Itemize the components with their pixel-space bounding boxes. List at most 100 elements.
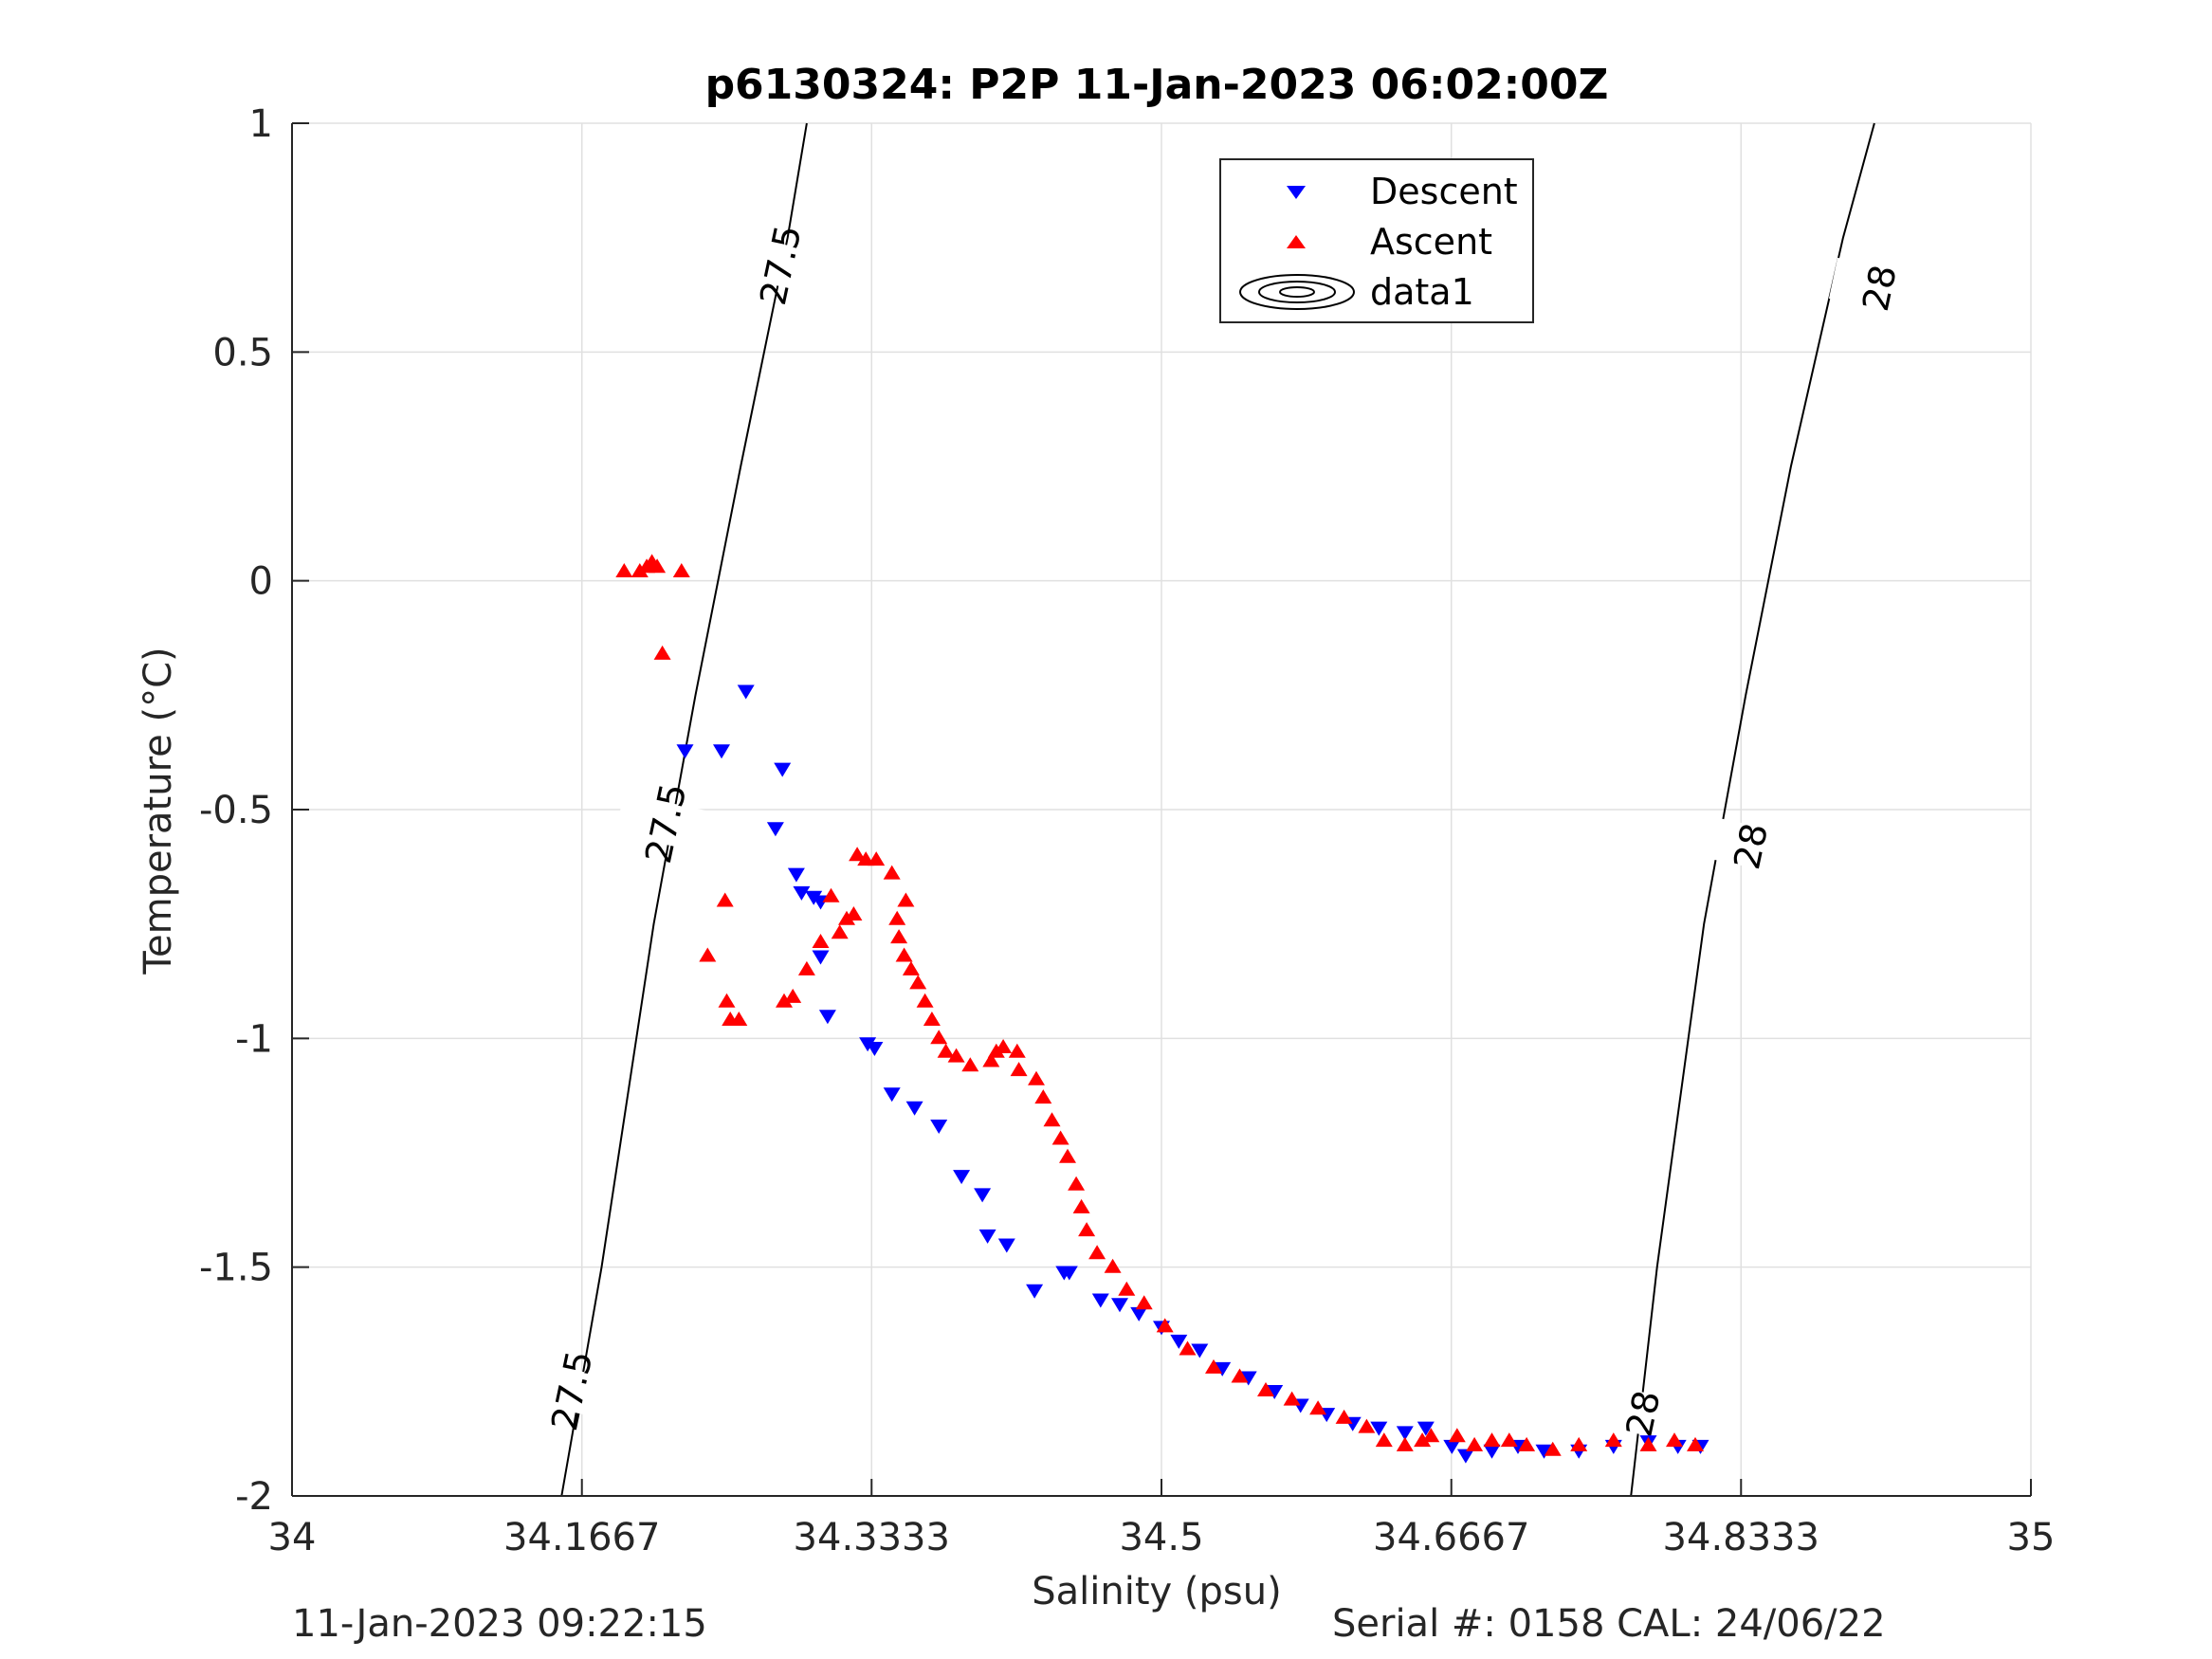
contour-label-bg xyxy=(1828,257,1930,319)
ascent-point xyxy=(890,929,908,944)
descent-point xyxy=(1026,1284,1044,1299)
footer-timestamp: 11-Jan-2023 09:22:15 xyxy=(292,1602,707,1646)
ascent-point xyxy=(1257,1382,1274,1396)
ascent-point xyxy=(1309,1400,1327,1415)
ascent-point xyxy=(937,1043,955,1058)
descent-point xyxy=(905,1101,923,1116)
ascent-point xyxy=(1118,1281,1136,1296)
density-contours: 27.5 27.5 27.5 28 28 28 xyxy=(521,122,1930,1497)
descent-point xyxy=(953,1170,971,1185)
ascent-point xyxy=(1051,1130,1069,1145)
ascent-point xyxy=(1518,1436,1536,1451)
y-tick-label: -1 xyxy=(235,1017,273,1061)
ascent-point xyxy=(1008,1043,1026,1058)
ascent-point xyxy=(1059,1148,1076,1163)
legend-contour-icon xyxy=(1239,274,1355,310)
x-tick-label: 34.1667 xyxy=(503,1516,660,1559)
x-tick-label: 34 xyxy=(268,1516,317,1559)
y-axis-label: Temperature (°C) xyxy=(137,647,180,975)
descent-point xyxy=(1130,1306,1148,1322)
descent-point xyxy=(1456,1449,1474,1464)
ascent-point xyxy=(1072,1198,1090,1213)
y-tick-label: 1 xyxy=(249,102,273,146)
legend-box xyxy=(1219,158,1534,323)
ascent-point xyxy=(1422,1428,1440,1443)
ascent-point xyxy=(961,1057,979,1072)
contour-label: 28 xyxy=(1618,1387,1668,1440)
ascent-point xyxy=(1088,1245,1106,1260)
descent-point xyxy=(1111,1298,1128,1313)
ascent-point xyxy=(1448,1428,1466,1443)
ascent-point xyxy=(822,887,840,902)
ascent-point xyxy=(1043,1112,1061,1127)
ascent-point xyxy=(1604,1432,1622,1448)
ascent-point xyxy=(909,975,927,990)
descent-point xyxy=(793,885,811,901)
ascent-point xyxy=(1544,1441,1562,1456)
ascent-point xyxy=(849,847,867,862)
contour-label: 27.5 xyxy=(543,1347,601,1434)
descent-point xyxy=(1170,1334,1188,1349)
ascent-point xyxy=(1335,1409,1353,1424)
ascent-point xyxy=(1034,1089,1052,1104)
descent-point xyxy=(1396,1426,1414,1441)
x-tick-label: 34.8333 xyxy=(1663,1516,1819,1559)
y-tick-label: -0.5 xyxy=(199,789,273,832)
ascent-point xyxy=(916,993,934,1008)
contour-line-28 xyxy=(1630,122,1875,1497)
y-tick-label: -2 xyxy=(235,1475,273,1519)
contour-label: 28 xyxy=(1726,819,1776,872)
y-tick-label: 0.5 xyxy=(212,331,273,374)
ascent-point xyxy=(1570,1436,1588,1451)
descent-point xyxy=(1417,1421,1435,1436)
ascent-point xyxy=(995,1039,1013,1053)
contour-label-bg xyxy=(614,793,717,854)
ascent-point xyxy=(1078,1222,1096,1237)
ascent-point xyxy=(1396,1436,1414,1451)
legend-ascent-marker xyxy=(1287,235,1306,248)
ascent-point xyxy=(1666,1432,1683,1448)
ascent-point xyxy=(797,960,815,975)
ascent-point xyxy=(888,910,906,925)
ascent-point xyxy=(699,947,717,962)
x-tick-label: 34.5 xyxy=(1119,1516,1203,1559)
ascent-point xyxy=(902,960,920,975)
legend: Descent Ascent data1 xyxy=(1219,158,1534,323)
ascent-point xyxy=(1104,1258,1122,1273)
ascent-point xyxy=(831,924,849,939)
legend-data1-label: data1 xyxy=(1370,271,1474,313)
ascent-point xyxy=(1687,1436,1704,1451)
contour-label: 28 xyxy=(1855,262,1905,315)
descent-point xyxy=(818,1010,836,1025)
descent-point xyxy=(1091,1293,1109,1308)
ascent-point xyxy=(1414,1432,1432,1448)
contour-label-bg xyxy=(729,234,832,296)
tick-labels: 34 34.1667 34.3333 34.5 34.6667 34.8333 35 -2 -1… xyxy=(199,102,2056,1559)
descent-point xyxy=(676,744,694,759)
ascent-point xyxy=(784,988,802,1003)
ascent-point xyxy=(883,865,901,880)
x-tick-label: 35 xyxy=(2007,1516,2056,1559)
ascent-series xyxy=(615,554,1704,1456)
ascent-point xyxy=(930,1030,948,1045)
descent-point xyxy=(974,1188,992,1203)
ascent-point xyxy=(982,1052,1000,1067)
ascent-point xyxy=(1028,1070,1045,1085)
descent-point xyxy=(1535,1444,1553,1459)
descent-point xyxy=(1266,1385,1284,1399)
ascent-point xyxy=(1068,1176,1086,1191)
ascent-point xyxy=(1010,1062,1028,1077)
contour-label-bg xyxy=(1700,815,1802,877)
legend-descent-label: Descent xyxy=(1370,171,1518,212)
descent-series xyxy=(676,684,1709,1464)
ascent-point xyxy=(845,906,863,921)
ascent-point xyxy=(1375,1432,1393,1448)
descent-point xyxy=(883,1087,901,1103)
y-tick-label: 0 xyxy=(249,560,273,604)
descent-point xyxy=(713,744,730,759)
descent-point xyxy=(930,1120,948,1134)
descent-point xyxy=(1214,1361,1232,1376)
grid-lines xyxy=(291,122,2032,1497)
ascent-point xyxy=(1358,1418,1376,1433)
